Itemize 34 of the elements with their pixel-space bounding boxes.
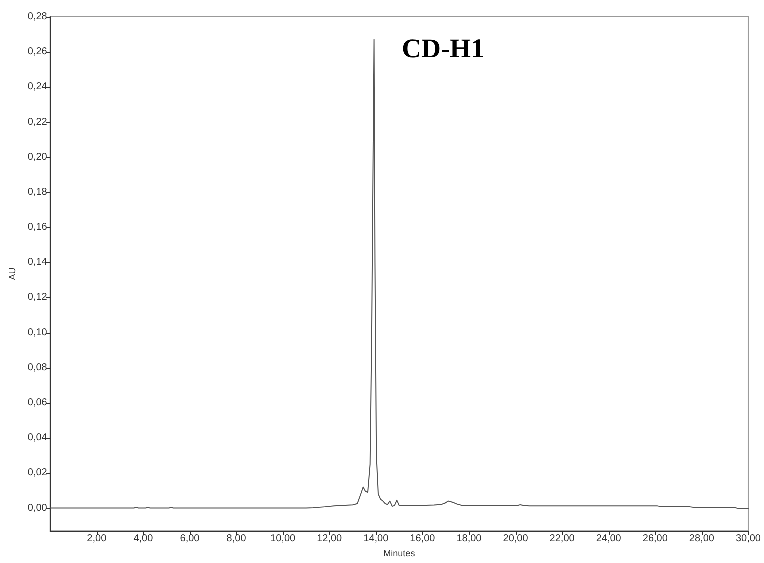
x-tick-label: 4,00 <box>134 534 154 545</box>
x-tick-label: 28,00 <box>689 534 715 545</box>
x-tick-label: 30,00 <box>736 534 762 545</box>
x-tick-label: 26,00 <box>642 534 668 545</box>
y-tick-label: 0,14 <box>28 257 48 268</box>
y-tick-label: 0,20 <box>28 152 48 163</box>
y-tick-label: 0,04 <box>28 432 48 444</box>
x-tick-label: 10,00 <box>270 534 296 545</box>
x-axis-title: Minutes <box>384 548 416 558</box>
line-series <box>50 39 749 510</box>
y-tick-label: 0,24 <box>28 82 48 93</box>
x-tick-label: 14,00 <box>364 534 390 545</box>
y-tick-label: 0,10 <box>28 327 48 338</box>
x-tick-label: 24,00 <box>596 534 622 545</box>
x-tick-label: 12,00 <box>317 534 343 545</box>
x-tick-label: 22,00 <box>550 534 576 545</box>
y-tick-label: 0,28 <box>28 12 48 22</box>
y-tick-label: 0,18 <box>28 186 48 198</box>
x-tick-label: 8,00 <box>226 534 247 545</box>
y-tick-label: 0,12 <box>28 292 48 304</box>
x-tick-label: 16,00 <box>410 534 436 545</box>
x-tick-label: 18,00 <box>456 534 482 545</box>
x-tick-label: 6,00 <box>180 534 200 545</box>
y-axis-title: AU <box>8 268 18 280</box>
y-tick-label: 0,08 <box>28 362 48 374</box>
y-tick-label: 0,16 <box>28 222 48 234</box>
annotation: CD-H1 <box>402 34 484 64</box>
y-tick-label: 0,22 <box>28 116 48 128</box>
y-tick-label: 0,02 <box>28 468 48 479</box>
x-tick-label: 2,00 <box>87 534 108 545</box>
y-tick-label: 0,26 <box>28 46 48 58</box>
y-tick-label: 0,00 <box>28 502 48 514</box>
y-tick-label: 0,06 <box>28 398 48 409</box>
x-tick-label: 20,00 <box>503 534 529 545</box>
